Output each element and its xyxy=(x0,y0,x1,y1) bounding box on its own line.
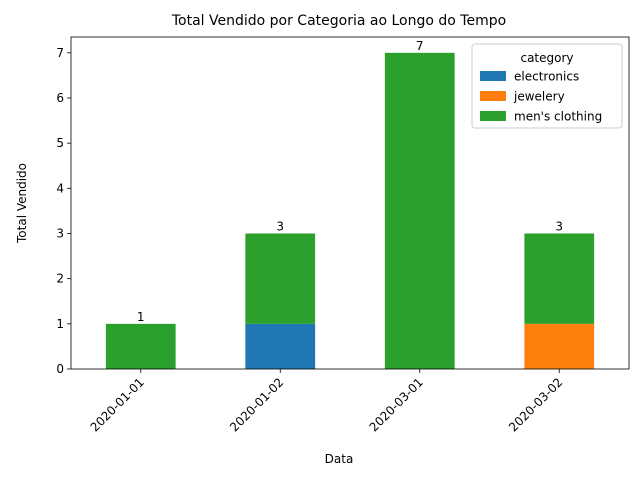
x-axis: 2020-01-01 2020-01-02 2020-03-01 2020-03-02 xyxy=(88,369,565,434)
bar-men-s-clothing-2020-03-01 xyxy=(384,52,455,370)
legend: category electronics jewelery men's clothin… xyxy=(471,43,623,129)
x-tick-label: 2020-01-02 xyxy=(227,375,286,434)
y-tick-label: 4 xyxy=(56,181,64,195)
y-tick-label: 1 xyxy=(56,317,64,331)
data-label: 1 xyxy=(137,310,145,324)
data-label: 3 xyxy=(555,219,563,233)
y-tick-label: 3 xyxy=(56,226,64,240)
legend-entry: electronics xyxy=(514,70,579,84)
y-tick-label: 0 xyxy=(56,362,64,376)
x-tick-label: 2020-01-01 xyxy=(88,375,147,434)
y-tick-label: 6 xyxy=(56,91,64,105)
x-axis-title: Data xyxy=(325,452,354,466)
y-tick-label: 2 xyxy=(56,272,64,286)
x-tick-label: 2020-03-01 xyxy=(367,375,426,434)
legend-box xyxy=(471,43,623,129)
y-tick-label: 5 xyxy=(56,136,64,150)
data-label: 7 xyxy=(416,39,424,53)
bar-jewelery-2020-03-02 xyxy=(524,323,595,369)
bar-electronics-2020-01-02 xyxy=(245,323,316,369)
plot-area: 001103007013 xyxy=(105,39,595,370)
legend-swatch xyxy=(480,111,506,121)
y-axis: 0 1 2 3 4 5 6 7 xyxy=(56,46,71,376)
legend-entry: men's clothing xyxy=(514,110,602,124)
chart-title: Total Vendido por Categoria ao Longo do … xyxy=(171,13,506,29)
legend-swatch xyxy=(480,91,506,101)
bar-men-s-clothing-2020-03-02 xyxy=(524,233,595,324)
x-tick-label: 2020-03-02 xyxy=(506,375,565,434)
bar-men-s-clothing-2020-01-01 xyxy=(105,323,176,369)
y-tick-label: 7 xyxy=(56,46,64,60)
legend-entry: jewelery xyxy=(513,90,565,104)
bar-men-s-clothing-2020-01-02 xyxy=(245,233,316,324)
legend-title: category xyxy=(520,51,573,65)
y-axis-title: Total Vendido xyxy=(15,163,29,244)
data-label: 3 xyxy=(276,219,284,233)
legend-swatch xyxy=(480,71,506,81)
plot-frame xyxy=(70,36,630,370)
